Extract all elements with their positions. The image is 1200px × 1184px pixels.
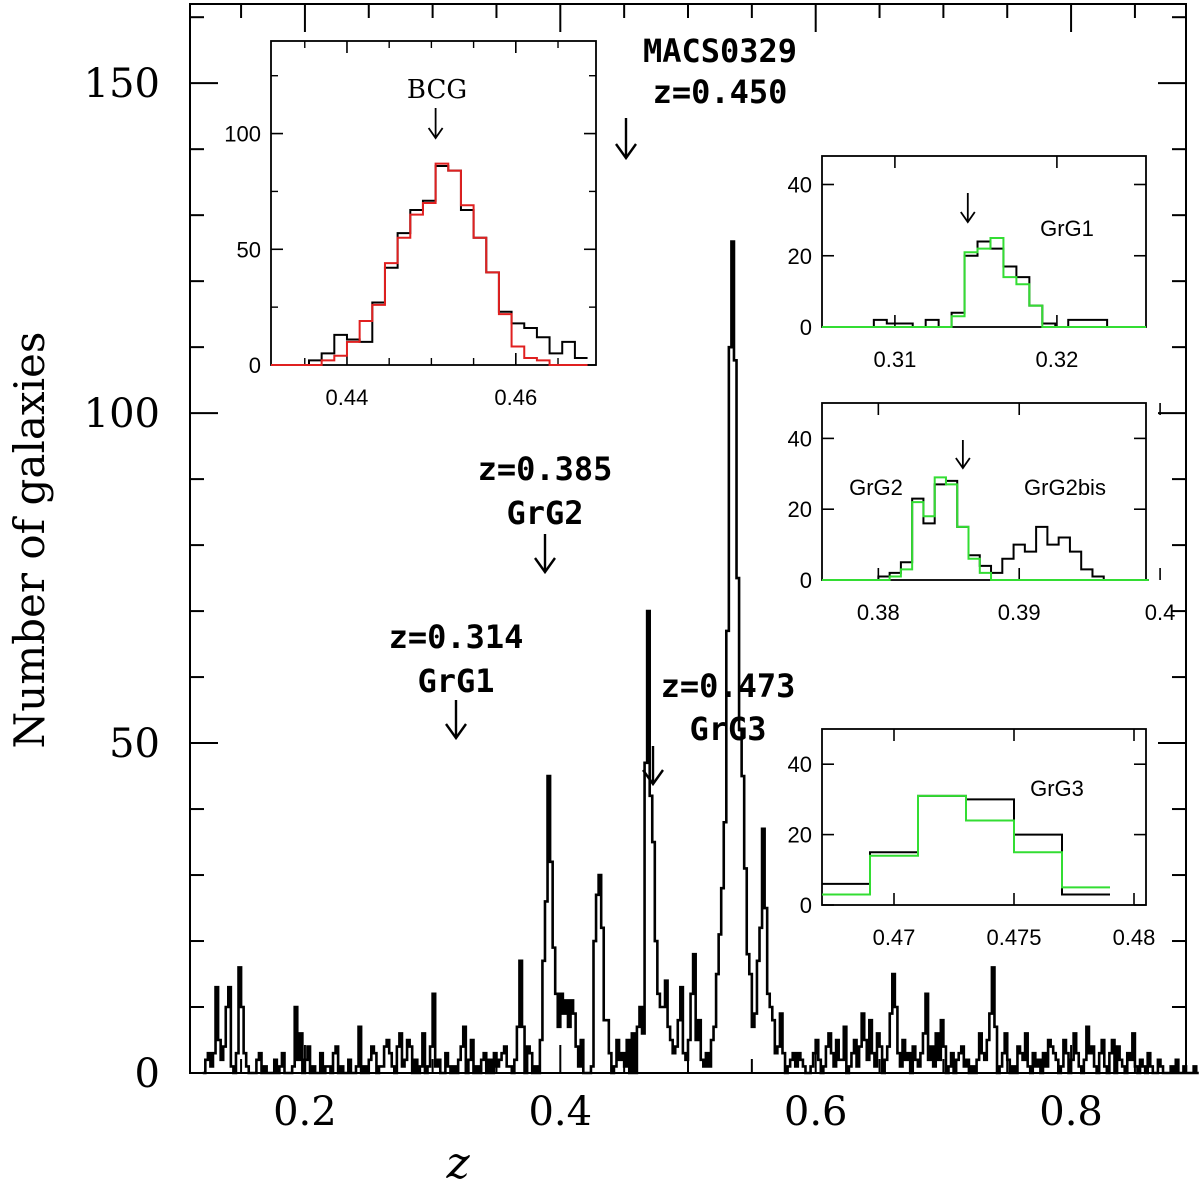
inset-x-tick-label: 0.31	[873, 347, 916, 372]
inset-y-tick-label: 0	[800, 315, 812, 340]
annotation-grg1: z=0.314 GrG1	[389, 618, 524, 741]
inset-series-members	[271, 162, 588, 366]
inset-y-tick-label: 40	[788, 752, 812, 777]
inset-frame	[821, 728, 1147, 906]
inset-y-tick-label: 40	[788, 173, 812, 198]
y-axis-label: Number of galaxies	[5, 332, 54, 749]
main-histogram-panel: 0 50 100 150 0.2 0.4 0.6 0.8 z Number of galaxies…	[5, 3, 1199, 1184]
inset-series-members	[822, 794, 1110, 896]
inset-y-tick-label: 20	[788, 244, 812, 269]
y-tick-label: 150	[84, 61, 160, 107]
redshift-histogram	[202, 240, 1199, 1075]
inset-x-tick-label: 0.475	[986, 925, 1041, 950]
y-tick-label: 0	[135, 1051, 160, 1097]
inset-y-tick-label: 100	[224, 122, 261, 147]
annotation-line2: z=0.450	[653, 73, 788, 111]
inset-y-tick-label: 20	[788, 497, 812, 522]
inset-x-tick-label: 0.4	[1145, 600, 1176, 625]
annotation-line1: MACS0329	[643, 32, 797, 70]
inset-series-members	[822, 476, 1149, 581]
x-tick-label: 0.6	[784, 1089, 848, 1135]
y-tick-label: 50	[109, 721, 160, 767]
down-arrow-head	[615, 143, 637, 161]
down-arrow-head	[445, 723, 467, 741]
x-tick-label: 0.2	[273, 1089, 337, 1135]
inset-x-tick-label: 0.48	[1113, 925, 1156, 950]
inset-y-tick-label: 50	[237, 237, 261, 262]
inset-grg2-panel: 0 20 40 0.38 0.39 0.4 GrG2 GrG2bis	[788, 402, 1176, 625]
inset-series-all	[822, 240, 1146, 328]
inset-title: BCG	[407, 75, 467, 105]
down-arrow-head	[427, 127, 444, 140]
inset-x-tick-label: 0.46	[494, 385, 537, 410]
annotation-line2: GrG3	[689, 710, 766, 748]
inset-series-members	[822, 236, 1146, 328]
y-tick-label: 100	[84, 391, 160, 437]
inset-y-tick-label: 0	[800, 568, 812, 593]
annotation-line2: GrG2	[506, 494, 583, 532]
inset-y-tick-label: 0	[249, 353, 261, 378]
annotation-grg3: z=0.473 GrG3	[642, 667, 796, 787]
x-tick-label: 0.4	[528, 1089, 592, 1135]
inset-x-tick-label: 0.39	[998, 600, 1041, 625]
inset-x-tick-label: 0.47	[873, 925, 916, 950]
inset-bcg-panel: 0 50 100 0.44 0.46 BCG	[224, 40, 597, 410]
inset-frame	[821, 402, 1147, 581]
inset-y-tick-label: 40	[788, 426, 812, 451]
down-arrow-head	[534, 557, 556, 575]
annotation-grg2: z=0.385 GrG2	[478, 450, 613, 575]
inset-title: GrG3	[1030, 776, 1084, 801]
annotation-line1: z=0.314	[389, 618, 524, 656]
inset-grg1-panel: 0 20 40 0.31 0.32 GrG1	[788, 155, 1147, 372]
inset-grg3-panel: 0 20 40 0.47 0.475 0.48 GrG3	[788, 728, 1156, 950]
down-arrow-head	[642, 769, 664, 787]
inset-x-tick-label: 0.44	[326, 385, 369, 410]
annotation-line1: z=0.385	[478, 450, 613, 488]
inset-label-right: GrG2bis	[1024, 475, 1106, 500]
down-arrow-head	[960, 211, 976, 224]
annotation-line2: GrG1	[417, 662, 494, 700]
inset-title: GrG1	[1040, 216, 1094, 241]
annotation-line1: z=0.473	[661, 667, 796, 705]
inset-title: GrG2	[849, 475, 903, 500]
x-tick-label: 0.8	[1039, 1089, 1103, 1135]
x-axis-label: z	[446, 1138, 471, 1184]
inset-y-tick-label: 0	[800, 893, 812, 918]
inset-x-tick-label: 0.38	[857, 600, 900, 625]
inset-series-all	[822, 479, 1149, 581]
inset-x-tick-label: 0.32	[1035, 347, 1078, 372]
inset-y-tick-label: 20	[788, 823, 812, 848]
down-arrow-head	[955, 457, 971, 470]
